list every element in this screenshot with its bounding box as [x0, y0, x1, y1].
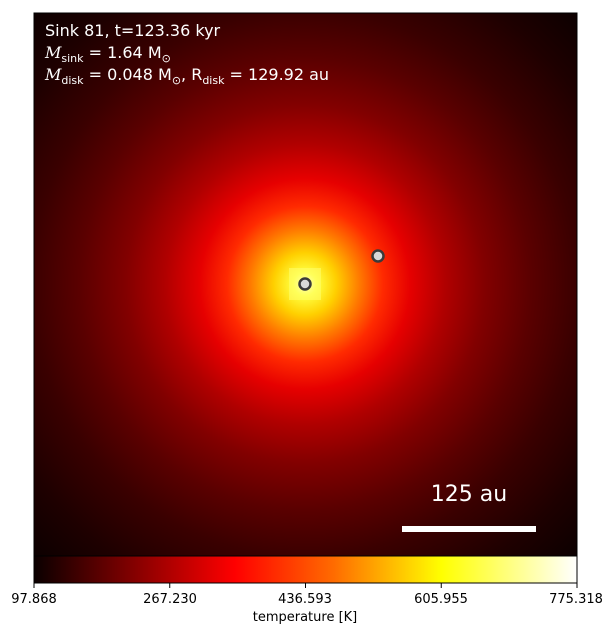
disk-radius-value: = 129.92 au: [224, 65, 330, 84]
disk-mass-subscript: disk: [61, 74, 84, 88]
sun-symbol: ⊙: [161, 52, 171, 66]
colorbar-tick-4: 775.318: [549, 592, 603, 607]
colorbar-label: temperature [K]: [252, 610, 358, 625]
colorbar: [33, 555, 578, 584]
panel-title: Sink 81, t=123.36 kyr: [45, 21, 221, 40]
colorbar-tick-3: 605.955: [414, 592, 468, 607]
sun-symbol-2: ⊙: [171, 74, 182, 88]
sink-mass-subscript: sink: [61, 52, 84, 66]
secondary-sink-marker: [371, 249, 385, 263]
disk-mass-symbol: M: [45, 65, 62, 84]
colorbar-ticks: [33, 583, 578, 588]
colorbar-tick-0: 97.868: [11, 592, 57, 607]
colorbar-tick-2: 436.593: [278, 592, 332, 607]
colorbar-tick-1: 267.230: [143, 592, 197, 607]
primary-sink-marker: [298, 277, 312, 291]
scale-bar: [402, 526, 536, 532]
scale-bar-label: 125 au: [430, 482, 508, 507]
sink-mass-value: = 1.64 M: [83, 43, 162, 62]
sink-mass-symbol: M: [45, 43, 62, 62]
disk-radius-symbol: , R: [181, 65, 203, 84]
disk-line: Mdisk = 0.048 M⊙, Rdisk = 129.92 au: [45, 65, 329, 90]
disk-mass-value: = 0.048 M: [83, 65, 172, 84]
disk-radius-subscript: disk: [202, 74, 225, 88]
sink-mass-line: Msink = 1.64 M⊙: [45, 43, 171, 68]
